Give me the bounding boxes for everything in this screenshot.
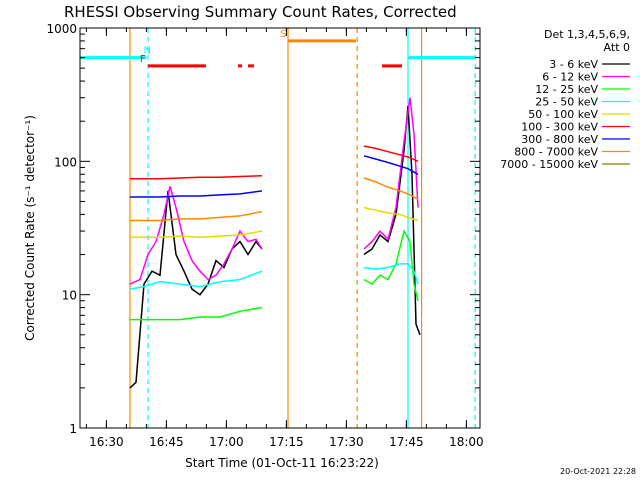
series-line-3-0: [129, 270, 263, 290]
legend-label-8: 7000 - 15000 keV: [500, 158, 598, 171]
series-line-5-0: [130, 174, 263, 180]
series-line-6-0: [130, 190, 263, 198]
legend-label-5: 100 - 300 keV: [521, 121, 598, 134]
x-tick-label-6: 18:00: [449, 435, 484, 449]
y-axis-label: Corrected Count Rate (s⁻¹ detector⁻¹): [23, 115, 37, 341]
legend-label-6: 300 - 800 keV: [521, 133, 598, 146]
series-line-7-1: [363, 177, 419, 200]
plot-frame: [79, 27, 481, 429]
x-tick-label-0: 16:30: [89, 435, 124, 449]
series-line-0-0: [129, 190, 263, 389]
x-tick-label-5: 17:45: [389, 435, 424, 449]
y-tick-label-2: 100: [54, 155, 77, 169]
y-tick-label-0: 1: [69, 422, 77, 436]
legend-header-line-1: Det 1,3,4,5,6,9,: [544, 28, 630, 41]
legend-label-4: 50 - 100 keV: [528, 108, 598, 121]
legend-label-0: 3 - 6 keV: [549, 58, 598, 71]
legend-label-7: 800 - 7000 keV: [514, 146, 598, 159]
marker-n: N: [143, 46, 150, 57]
x-tick-label-2: 17:00: [209, 435, 244, 449]
legend-label-3: 25 - 50 keV: [535, 96, 598, 109]
y-tick-label-1: 10: [62, 289, 77, 303]
x-tick-label-1: 16:45: [149, 435, 184, 449]
plot-area: NF S: [80, 28, 476, 428]
series-line-2-0: [130, 306, 263, 321]
series-line-3-1: [363, 263, 419, 285]
legend-label-1: 6 - 12 keV: [542, 71, 598, 84]
series-line-1-0: [129, 186, 263, 285]
chart-title: RHESSI Observing Summary Count Rates, Co…: [64, 3, 457, 21]
legend-header-line-2: Att 0: [604, 41, 630, 54]
marker-s: S: [280, 29, 286, 40]
x-axis: 16:30 16:45 17:00 17:15 17:30 17:45 18:00: [85, 28, 484, 449]
y-axis: 1 10 100 1000: [46, 22, 480, 436]
x-tick-label-3: 17:15: [269, 435, 304, 449]
series-line-4-1: [363, 206, 419, 222]
series-line-4-0: [130, 230, 263, 238]
x-axis-label: Start Time (01-Oct-11 16:23:22): [185, 456, 379, 470]
legend-label-2: 12 - 25 keV: [535, 83, 598, 96]
series-line-0-1: [363, 105, 421, 336]
series-line-6-1: [363, 155, 419, 175]
timestamp: 20-Oct-2021 22:28: [560, 467, 636, 476]
series-line-1-1: [363, 97, 419, 250]
series-line-5-1: [363, 145, 419, 162]
x-tick-label-4: 17:30: [329, 435, 364, 449]
series-line-7-0: [130, 210, 263, 222]
marker-f: F: [140, 54, 146, 65]
y-tick-label-3: 1000: [46, 22, 77, 36]
